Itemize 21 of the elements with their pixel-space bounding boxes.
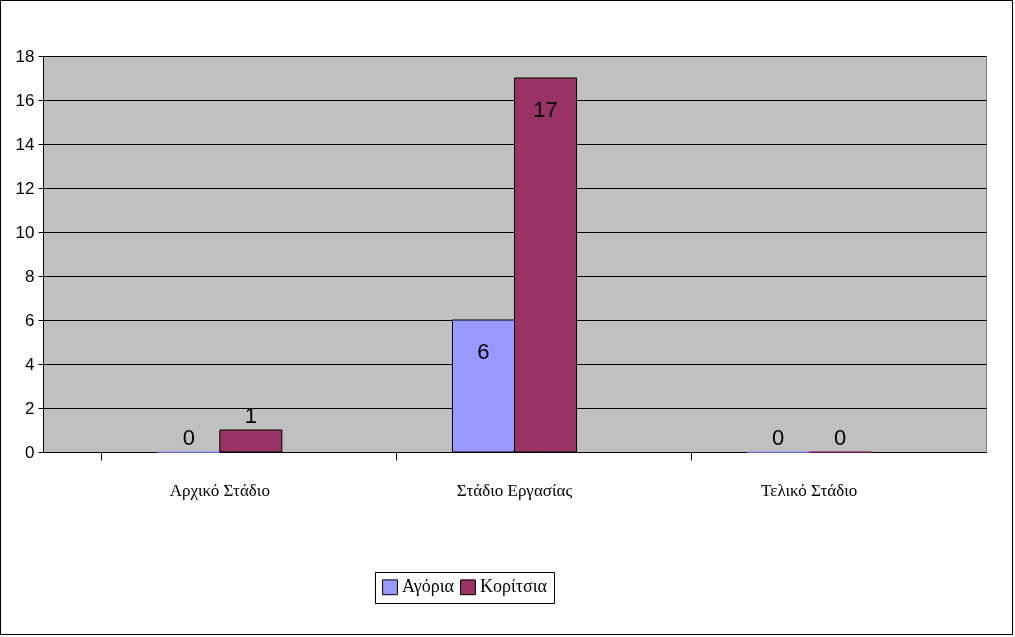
y-tick-label: 16 [15, 90, 35, 110]
y-tick-label: 12 [15, 178, 35, 198]
x-tick-label: Αρχικό Στάδιο [169, 480, 270, 500]
data-label: 6 [477, 339, 490, 364]
y-tick-label: 18 [15, 46, 35, 66]
legend-label: Αγόρια [402, 576, 455, 597]
y-tick-label: 8 [25, 266, 35, 286]
y-tick-label: 0 [25, 442, 35, 462]
data-label: 17 [533, 97, 558, 122]
x-tick-label: Στάδιο Εργασίας [456, 480, 573, 500]
data-label: 1 [244, 403, 257, 428]
x-tick-label: Τελικό Στάδιο [761, 480, 858, 500]
y-tick-label: 4 [25, 354, 35, 374]
y-tick-label: 6 [25, 310, 35, 330]
legend-label: Κορίτσια [480, 576, 548, 597]
data-label: 0 [772, 425, 785, 450]
data-label: 0 [834, 425, 847, 450]
y-tick-label: 10 [15, 222, 35, 242]
y-tick-label: 14 [15, 134, 35, 154]
y-tick-label: 2 [25, 398, 35, 418]
data-label: 0 [182, 425, 195, 450]
